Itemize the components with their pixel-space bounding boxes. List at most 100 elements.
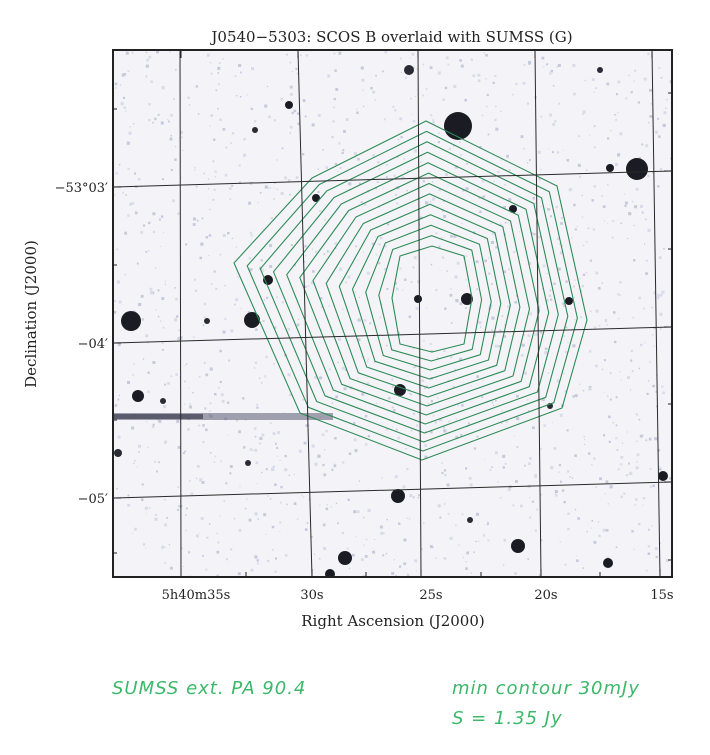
noise-speck xyxy=(593,91,595,93)
noise-speck xyxy=(116,487,118,490)
noise-speck xyxy=(391,571,395,575)
noise-speck xyxy=(262,269,265,272)
noise-speck xyxy=(254,448,258,452)
noise-speck xyxy=(487,523,490,525)
noise-speck xyxy=(657,293,661,297)
noise-speck xyxy=(644,243,646,245)
noise-speck xyxy=(616,449,619,451)
noise-speck xyxy=(213,270,216,273)
noise-speck xyxy=(397,138,400,141)
noise-speck xyxy=(134,527,137,531)
noise-speck xyxy=(472,74,476,78)
noise-speck xyxy=(364,555,368,558)
noise-speck xyxy=(603,359,606,362)
noise-speck xyxy=(502,454,506,458)
noise-speck xyxy=(534,332,538,336)
noise-speck xyxy=(395,428,398,431)
noise-speck xyxy=(379,525,383,529)
noise-speck xyxy=(648,528,650,531)
noise-speck xyxy=(289,193,291,196)
noise-speck xyxy=(239,96,242,98)
noise-speck xyxy=(333,464,337,468)
noise-speck xyxy=(426,307,427,309)
noise-speck xyxy=(184,364,186,366)
noise-speck xyxy=(567,527,570,531)
noise-speck xyxy=(304,285,307,288)
noise-speck xyxy=(411,114,413,115)
noise-speck xyxy=(415,570,417,572)
noise-speck xyxy=(605,480,609,484)
noise-speck xyxy=(234,518,236,520)
noise-speck xyxy=(466,162,468,165)
noise-speck xyxy=(196,465,200,468)
noise-speck xyxy=(189,403,191,405)
noise-speck xyxy=(164,523,168,527)
noise-speck xyxy=(459,59,462,62)
noise-speck xyxy=(619,294,621,296)
noise-speck xyxy=(174,287,176,289)
noise-speck xyxy=(591,464,593,466)
noise-speck xyxy=(280,98,283,101)
noise-speck xyxy=(655,405,658,408)
noise-speck xyxy=(500,497,502,499)
noise-speck xyxy=(647,552,651,555)
noise-speck xyxy=(500,223,503,226)
noise-speck xyxy=(634,498,638,501)
noise-speck xyxy=(647,52,650,56)
noise-speck xyxy=(345,118,349,122)
noise-speck xyxy=(636,440,638,442)
x-tick-label-2: 25s xyxy=(419,588,442,603)
noise-speck xyxy=(308,424,310,426)
noise-speck xyxy=(219,380,222,384)
noise-speck xyxy=(497,481,499,483)
noise-speck xyxy=(311,123,315,127)
noise-speck xyxy=(148,118,151,122)
noise-speck xyxy=(566,158,570,162)
noise-speck xyxy=(323,473,327,477)
noise-speck xyxy=(494,118,497,121)
noise-speck xyxy=(231,132,235,135)
noise-speck xyxy=(354,449,358,453)
noise-speck xyxy=(654,437,658,441)
frame-ticks xyxy=(113,50,672,577)
contour-level-5 xyxy=(338,203,511,389)
noise-speck xyxy=(449,293,453,297)
noise-speck xyxy=(500,110,502,112)
noise-speck xyxy=(138,444,141,448)
noise-speck xyxy=(322,149,324,151)
noise-speck xyxy=(462,556,465,559)
noise-speck xyxy=(432,119,434,121)
noise-speck xyxy=(271,467,275,471)
noise-speck xyxy=(450,234,453,238)
noise-speck xyxy=(180,547,183,550)
noise-speck xyxy=(127,380,131,384)
noise-speck xyxy=(207,178,210,180)
noise-speck xyxy=(443,214,447,218)
noise-speck xyxy=(317,191,320,193)
noise-speck xyxy=(574,228,577,231)
noise-speck xyxy=(627,237,629,239)
noise-speck xyxy=(307,285,310,287)
noise-speck xyxy=(175,315,179,318)
noise-speck xyxy=(499,329,502,332)
noise-speck xyxy=(284,176,287,180)
noise-speck xyxy=(269,187,271,189)
noise-speck xyxy=(559,251,564,255)
noise-speck xyxy=(441,269,443,271)
noise-speck xyxy=(399,267,402,270)
noise-speck xyxy=(624,204,627,208)
noise-speck xyxy=(608,440,611,443)
noise-speck xyxy=(186,363,188,365)
noise-speck xyxy=(584,438,586,441)
noise-speck xyxy=(231,237,233,239)
noise-speck xyxy=(495,399,497,402)
noise-speck xyxy=(503,335,506,338)
noise-speck xyxy=(417,280,421,284)
noise-speck xyxy=(443,429,447,433)
noise-speck xyxy=(267,495,269,497)
noise-speck xyxy=(416,68,419,70)
noise-speck xyxy=(418,494,421,497)
noise-speck xyxy=(217,107,219,110)
noise-speck xyxy=(481,179,485,183)
noise-speck xyxy=(217,541,220,544)
